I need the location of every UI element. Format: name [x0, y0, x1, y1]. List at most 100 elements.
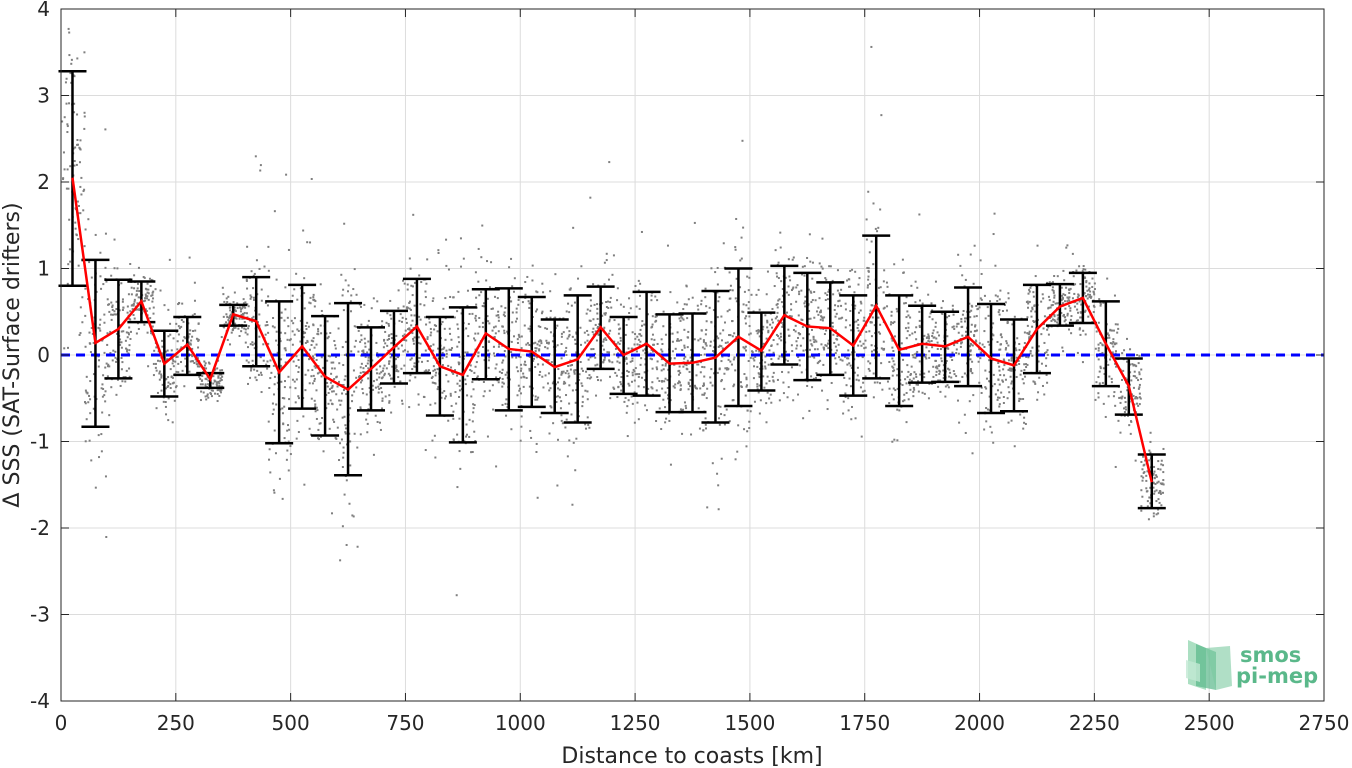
scatter-point — [827, 347, 830, 350]
scatter-point — [169, 383, 172, 386]
scatter-point — [132, 303, 135, 306]
scatter-point — [517, 303, 520, 306]
scatter-point — [383, 372, 386, 375]
scatter-point — [1053, 296, 1056, 299]
scatter-point — [661, 342, 664, 345]
scatter-point — [1028, 336, 1031, 339]
scatter-point — [918, 360, 921, 363]
scatter-point — [503, 311, 506, 314]
scatter-point — [452, 410, 455, 413]
scatter-point — [501, 385, 504, 388]
scatter-point — [501, 325, 504, 328]
scatter-point — [580, 343, 583, 346]
scatter-point — [362, 392, 365, 395]
scatter-point — [1084, 309, 1087, 312]
scatter-point — [1160, 459, 1163, 462]
scatter-point — [309, 296, 312, 299]
scatter-point — [939, 390, 942, 393]
scatter-point — [68, 54, 71, 57]
scatter-point — [841, 359, 844, 362]
scatter-point — [902, 358, 905, 361]
scatter-point — [177, 333, 180, 336]
scatter-point — [528, 355, 531, 358]
scatter-point — [1007, 297, 1010, 300]
scatter-point — [850, 405, 853, 408]
scatter-point — [434, 402, 437, 405]
scatter-point — [849, 309, 852, 312]
scatter-point — [1140, 489, 1143, 492]
scatter-point — [252, 298, 255, 301]
scatter-point — [474, 332, 477, 335]
scatter-point — [116, 378, 119, 381]
scatter-point — [785, 291, 788, 294]
scatter-point — [810, 343, 813, 346]
scatter-point — [418, 274, 421, 277]
scatter-point — [75, 234, 78, 237]
scatter-point — [797, 336, 800, 339]
scatter-point — [1065, 286, 1068, 289]
scatter-point — [580, 382, 583, 385]
scatter-point — [273, 326, 276, 329]
scatter-point — [1051, 281, 1054, 284]
scatter-point — [955, 348, 958, 351]
scatter-point — [1084, 333, 1087, 336]
scatter-point — [362, 371, 365, 374]
scatter-point — [1064, 316, 1067, 319]
scatter-point — [129, 310, 132, 313]
scatter-point — [870, 335, 873, 338]
scatter-point — [927, 337, 930, 340]
scatter-point — [104, 232, 107, 235]
scatter-point — [506, 330, 509, 333]
scatter-point — [834, 352, 837, 355]
scatter-point — [699, 371, 702, 374]
scatter-point — [900, 342, 903, 345]
scatter-point — [581, 405, 584, 408]
scatter-point — [1022, 382, 1025, 385]
scatter-point — [749, 356, 752, 359]
scatter-point — [1008, 391, 1011, 394]
scatter-point — [822, 327, 825, 330]
scatter-point — [363, 371, 366, 374]
scatter-point — [664, 364, 667, 367]
scatter-point — [466, 304, 469, 307]
scatter-point — [397, 289, 400, 292]
scatter-point — [1106, 336, 1109, 339]
scatter-point — [242, 302, 245, 305]
scatter-point — [1146, 505, 1149, 508]
scatter-point — [502, 313, 505, 316]
scatter-point — [426, 370, 429, 373]
scatter-point — [1010, 382, 1013, 385]
scatter-point — [1102, 301, 1105, 304]
scatter-point — [853, 307, 856, 310]
scatter-point — [101, 395, 104, 398]
scatter-point — [342, 446, 345, 449]
scatter-point — [866, 284, 869, 287]
scatter-point — [735, 277, 738, 280]
scatter-point — [204, 395, 207, 398]
scatter-point — [529, 328, 532, 331]
scatter-point — [778, 399, 781, 402]
scatter-point — [595, 339, 598, 342]
scatter-point — [679, 319, 682, 322]
scatter-point — [728, 308, 731, 311]
scatter-point — [251, 359, 254, 362]
scatter-point — [1132, 374, 1135, 377]
scatter-point — [441, 357, 444, 360]
scatter-point — [103, 313, 106, 316]
scatter-point — [848, 278, 851, 281]
scatter-point — [905, 296, 908, 299]
scatter-point — [792, 256, 795, 259]
scatter-point — [428, 321, 431, 324]
scatter-point — [916, 350, 919, 353]
scatter-point — [539, 325, 542, 328]
scatter-point — [996, 398, 999, 401]
scatter-point — [626, 369, 629, 372]
scatter-point — [757, 288, 760, 291]
scatter-point — [326, 359, 329, 362]
scatter-point — [815, 372, 818, 375]
scatter-point — [581, 401, 584, 404]
scatter-point — [676, 338, 679, 341]
scatter-point — [381, 369, 384, 372]
scatter-point — [328, 302, 331, 305]
scatter-point — [1098, 298, 1101, 301]
